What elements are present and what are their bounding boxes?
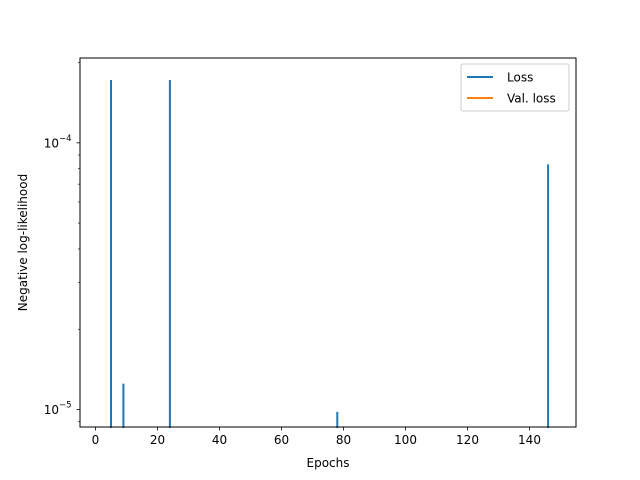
series-layer	[110, 80, 550, 428]
x-tick-label: 120	[456, 433, 479, 447]
x-tick-label: 100	[394, 433, 417, 447]
x-tick-label: 40	[212, 433, 227, 447]
x-tick-label: 80	[336, 433, 351, 447]
y-tick-label-base: 10	[44, 136, 59, 150]
legend-box	[460, 63, 570, 112]
x-tick-label: 0	[92, 433, 100, 447]
legend-label-0: Loss	[507, 71, 533, 85]
series-loss	[110, 80, 550, 428]
x-tick-label: 60	[274, 433, 289, 447]
axes-frame	[79, 57, 577, 428]
y-axis-label: Negative log-likelihood	[16, 174, 30, 311]
y-tick-label-exponent: −4	[59, 134, 72, 144]
x-axis: 0 20 40 60 80 100 120 140	[92, 427, 541, 447]
legend-label-1: Val. loss	[507, 92, 556, 106]
y-tick-label-base: 10	[44, 403, 59, 417]
legend: Loss Val. loss	[460, 63, 570, 112]
y-axis: 10−510−4	[44, 62, 80, 423]
x-tick-label: 20	[150, 433, 165, 447]
x-tick-label: 140	[518, 433, 541, 447]
y-tick-label-exponent: −5	[59, 401, 72, 411]
x-axis-label: Epochs	[307, 456, 350, 470]
